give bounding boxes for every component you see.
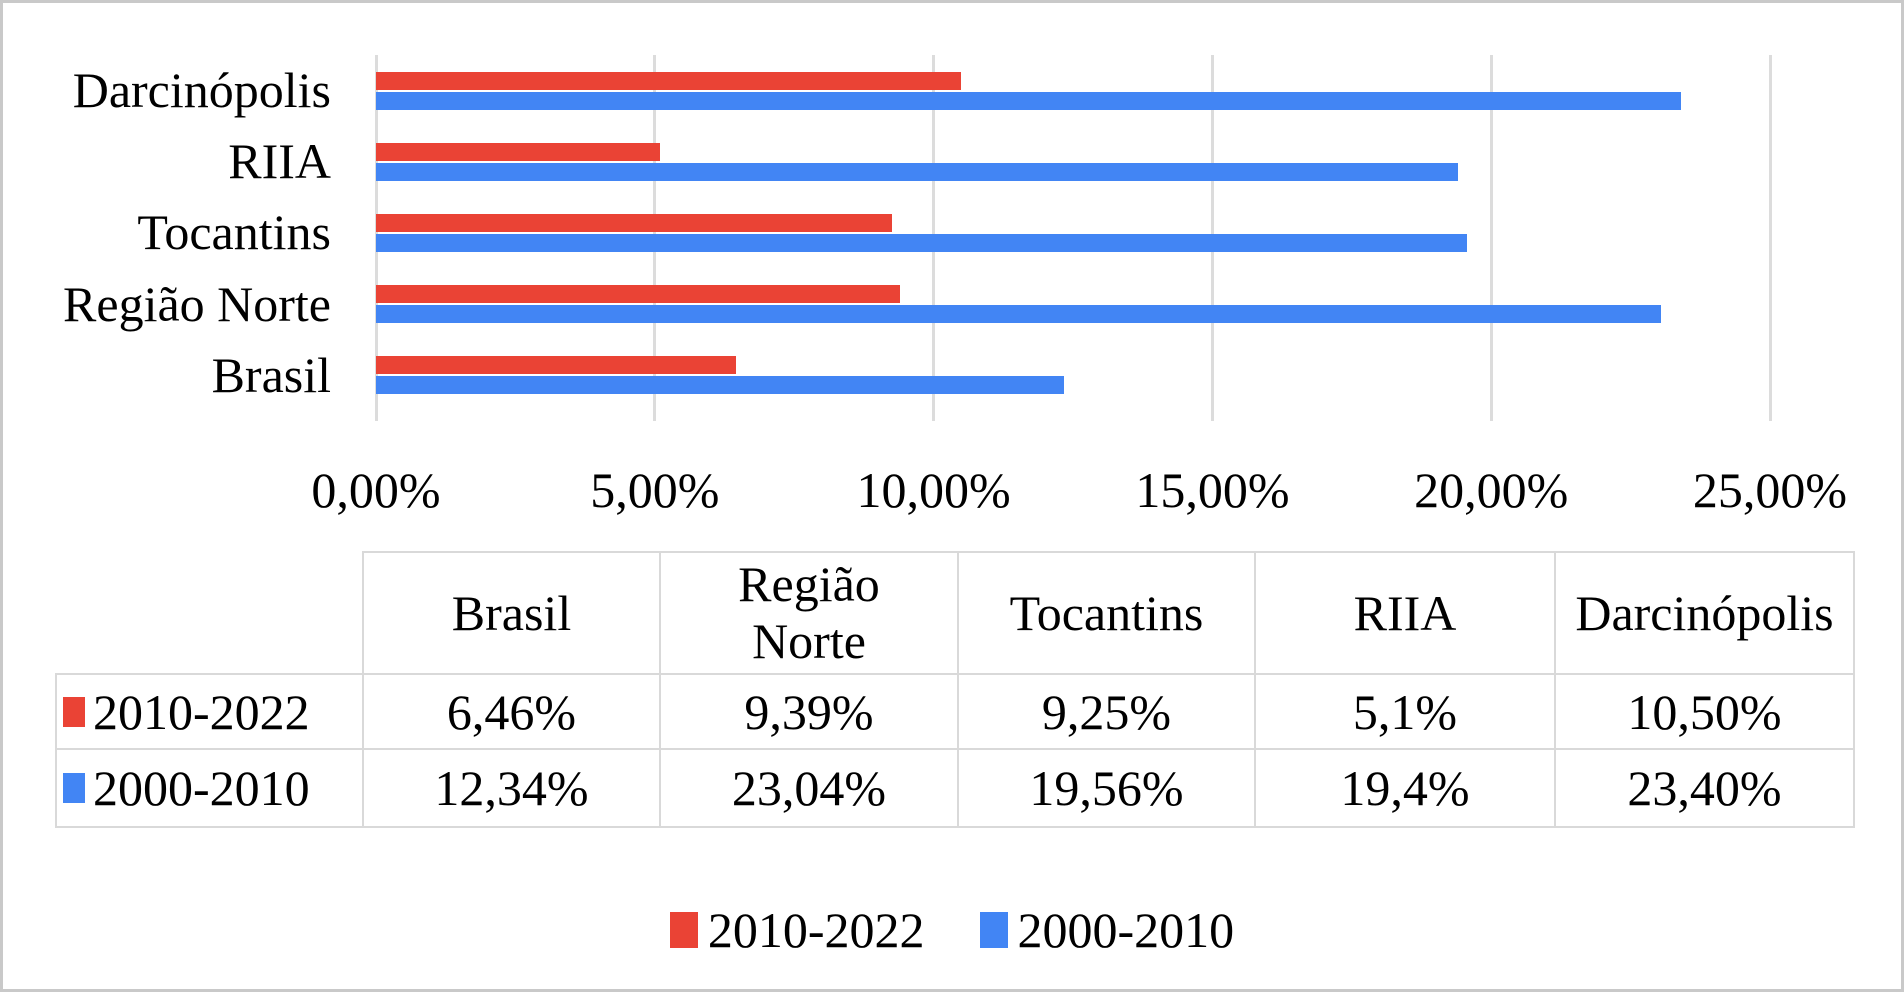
table-header-regiao-norte: Região Norte [661,551,959,675]
x-axis-tick-label: 20,00% [1414,462,1569,518]
legend-swatch-2000-2010 [979,912,1008,948]
category-label: Darcinópolis [72,62,331,118]
bar-2000-2010-Tocantins [376,234,1467,252]
table-cell: 9,39% [661,675,959,750]
legend-item-2000-2010: 2000-2010 [979,901,1235,959]
table-row-label-2010-2022: 2010-2022 [55,675,364,750]
bar-2000-2010-Brasil [376,376,1065,395]
bar-2000-2010-RIIA [376,162,1458,181]
bar-2010-2022-RIIA [376,142,661,161]
category-label: RIIA [228,133,331,190]
gridline [1489,55,1493,421]
category-label: Brasil [211,346,331,403]
legend-label-2010-2022: 2010-2022 [707,902,925,958]
table-cell: 23,04% [661,750,959,828]
x-axis-tick-label: 25,00% [1692,462,1848,518]
legend-item-2010-2022: 2010-2022 [669,901,925,959]
table-cell: 6,46% [364,675,661,750]
x-axis: 0,00% 5,00% 10,00% 15,00% 20,00% 25,00% [3,458,1901,522]
table-cell: 10,50% [1556,675,1855,750]
bar-2010-2022-Região Norte [376,285,900,304]
table-header-darcinopolis: Darcinópolis [1556,551,1855,675]
legend-swatch-2010-2022 [669,912,698,948]
table-cell: 23,40% [1556,750,1855,828]
bar-2010-2022-Darcinópolis [376,71,962,90]
bar-2000-2010-Região Norte [376,305,1661,324]
table-cell: 12,34% [364,750,661,828]
table-cell: 19,4% [1256,750,1556,828]
x-axis-tick-label: 15,00% [1135,462,1290,518]
x-axis-tick-label: 10,00% [856,462,1011,518]
x-axis-tick-label: 0,00% [311,462,441,518]
plot-area [374,55,1801,421]
table-row-label-2000-2010: 2000-2010 [55,750,364,828]
table-corner-cell [55,551,364,675]
x-axis-tick-label: 5,00% [590,462,720,518]
bar-2000-2010-Darcinópolis [376,91,1681,110]
bar-2010-2022-Tocantins [376,214,892,232]
category-label: Região Norte [63,275,331,332]
series-swatch-2010-2022 [63,696,85,727]
table-row-label-text: 2000-2010 [93,760,310,816]
table-row-label-text: 2010-2022 [93,683,310,740]
table-header-brasil: Brasil [364,551,661,675]
table-header-riia: RIIA [1256,551,1556,675]
series-swatch-2000-2010 [63,773,85,803]
table-cell: 5,1% [1256,675,1556,750]
gridline [1768,55,1772,421]
legend-label-2000-2010: 2000-2010 [1017,902,1235,958]
chart-legend: 2010-2022 2000-2010 [3,901,1901,959]
category-axis: Darcinópolis RIIA Tocantins Região Norte Bra… [3,55,331,411]
data-table: Brasil Região Norte Tocantins RIIA Darci… [55,551,1855,828]
table-cell: 9,25% [959,675,1256,750]
bar-2010-2022-Brasil [376,356,737,375]
category-label: Tocantins [137,204,331,261]
table-header-tocantins: Tocantins [959,551,1256,675]
table-cell: 19,56% [959,750,1256,828]
